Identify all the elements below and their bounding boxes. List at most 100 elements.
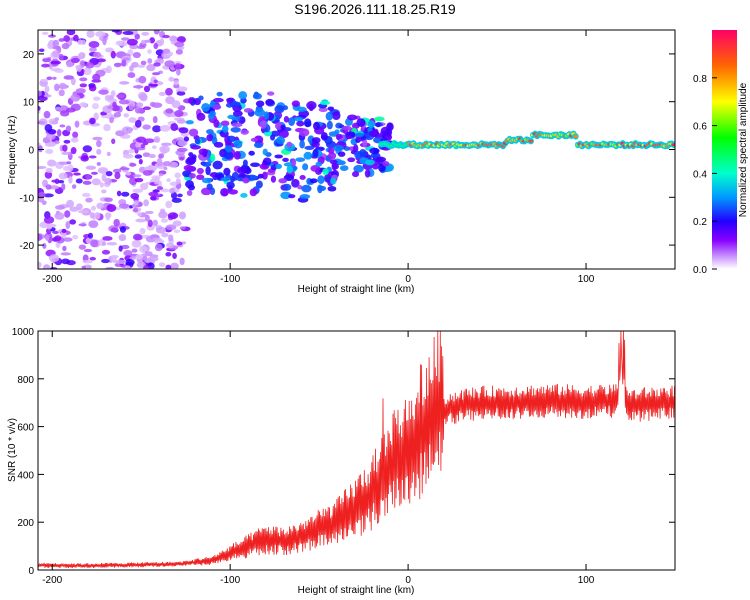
spectrogram-blob-cell (183, 136, 190, 142)
spectrogram-noise-cell (121, 191, 130, 197)
spectrogram-noise-cell (152, 237, 162, 242)
spectrogram-noise-cell (134, 119, 142, 128)
spectrogram-blob-cell (240, 193, 248, 198)
spectrogram-blob-cell (253, 142, 264, 149)
snr-xlabel: Height of straight line (km) (298, 585, 415, 596)
spectrogram-noise-cell (58, 53, 64, 61)
spectrogram-blob-cell (222, 125, 229, 133)
spectrogram-ytick-label: 0 (28, 146, 34, 157)
spectrogram-noise-cell (160, 218, 169, 223)
spectrogram-noise-cell (77, 39, 83, 46)
spectrogram-noise-cell (102, 37, 107, 46)
spectrogram-noise-cell (106, 105, 114, 110)
spectrogram-noise-cell (139, 227, 146, 235)
spectrogram-xtick-label: 100 (578, 274, 595, 285)
spectrogram-blob-cell (188, 172, 196, 179)
spectrogram-noise-cell (88, 220, 99, 228)
spectrogram-noise-cell (161, 232, 169, 238)
spectrogram-noise-cell (143, 265, 150, 269)
spectrogram-blob-cell (282, 157, 289, 162)
spectrogram-noise-cell (101, 258, 110, 264)
spectrogram-noise-cell (59, 110, 70, 117)
spectrogram-blob-cell (214, 173, 221, 179)
spectrogram-noise-cell (141, 31, 150, 36)
snr-xtick-label: 100 (578, 575, 595, 586)
spectrogram-noise-cell (82, 259, 93, 264)
spectrogram-blob-cell (230, 126, 241, 133)
spectrogram-noise-cell (109, 116, 114, 124)
spectrogram-noise-cell (54, 235, 62, 242)
spectrogram-blob-cell (317, 184, 323, 194)
spectrogram-blob-cell (353, 144, 359, 153)
spectrogram-noise-cell (162, 34, 170, 39)
spectrogram-noise-cell (85, 197, 93, 203)
spectrogram-blob-cell (212, 97, 224, 103)
snr-frame (37, 330, 676, 571)
colorbar-tick-label: 0.4 (693, 169, 707, 180)
spectrogram-noise-cell (174, 41, 185, 48)
spectrogram-blob-cell (196, 174, 205, 181)
spectrogram-blob-cell (196, 112, 206, 121)
spectrogram-noise-cell (165, 87, 173, 96)
spectrogram-noise-cell (179, 156, 185, 161)
spectrogram-noise-cell (173, 229, 181, 234)
spectrogram-blob-cell (288, 117, 296, 126)
spectrogram-noise-cell (179, 226, 186, 230)
spectrogram-blob-cell (312, 148, 319, 158)
snr-xtick-label: -200 (42, 575, 62, 586)
spectrogram-blob-cell (359, 148, 367, 158)
spectrogram-blob-cell (226, 97, 234, 105)
spectrogram-noise-cell (169, 35, 178, 43)
spectrogram-noise-cell (85, 165, 97, 170)
spectrogram-noise-cell (74, 120, 80, 128)
spectrogram-noise-cell (106, 241, 118, 246)
spectrogram-noise-cell (86, 30, 95, 38)
spectrogram-noise-cell (88, 41, 100, 48)
spectrogram-noise-cell (58, 172, 68, 180)
spectrogram-ytick-label: 20 (23, 50, 35, 61)
spectrogram-noise-cell (54, 178, 60, 185)
spectrogram-noise-cell (138, 158, 143, 165)
spectrogram-noise-cell (88, 84, 97, 92)
spectrogram-noise-cell (110, 50, 116, 59)
spectrogram-noise-cell (76, 203, 83, 211)
spectrogram-noise-cell (89, 117, 96, 125)
spectrogram-noise-cell (159, 37, 165, 46)
spectrogram-noise-cell (138, 75, 147, 84)
spectrogram-noise-cell (52, 39, 60, 48)
spectrogram-noise-cell (54, 205, 65, 210)
spectrogram-noise-cell (92, 73, 101, 82)
spectrogram-noise-cell (41, 63, 50, 68)
spectrogram-noise-cell (142, 170, 153, 176)
spectrogram-blob-cell (237, 166, 247, 175)
spectrogram-blob-cell (291, 178, 300, 188)
snr-xtick-label: -100 (220, 575, 240, 586)
spectrogram-noise-cell (61, 258, 70, 265)
spectrogram-noise-cell (171, 100, 181, 109)
spectrogram-noise-cell (137, 64, 146, 68)
spectrogram-noise-cell (66, 61, 74, 68)
spectrogram-noise-cell (57, 180, 65, 184)
spectrogram-blob-cell (315, 161, 323, 167)
spectrogram-noise-cell (45, 234, 50, 242)
spectrogram-blob-cell (299, 140, 305, 149)
spectrogram-blob-cell (354, 132, 364, 138)
spectrogram-noise-cell (149, 37, 155, 44)
spectrogram-noise-cell (63, 139, 71, 144)
spectrogram-blob-cell (375, 156, 387, 163)
spectrogram-noise-cell (59, 82, 67, 90)
spectrogram-noise-cell (42, 193, 54, 198)
spectrogram-noise-cell (96, 161, 101, 166)
spectrogram-noise-cell (64, 210, 71, 218)
spectrogram-noise-cell (127, 72, 136, 79)
spectrogram-noise-cell (43, 216, 55, 224)
spectrogram-noise-cell (70, 77, 76, 86)
spectrogram-noise-cell (152, 189, 160, 193)
spectrogram-blob-cell (302, 163, 309, 171)
spectrogram-blob-cell (291, 100, 300, 108)
spectrogram-blob-cell (232, 110, 243, 117)
spectrogram-blob-cell (339, 165, 349, 171)
spectrogram-noise-cell (61, 183, 66, 191)
spectrogram-noise-cell (81, 265, 87, 269)
